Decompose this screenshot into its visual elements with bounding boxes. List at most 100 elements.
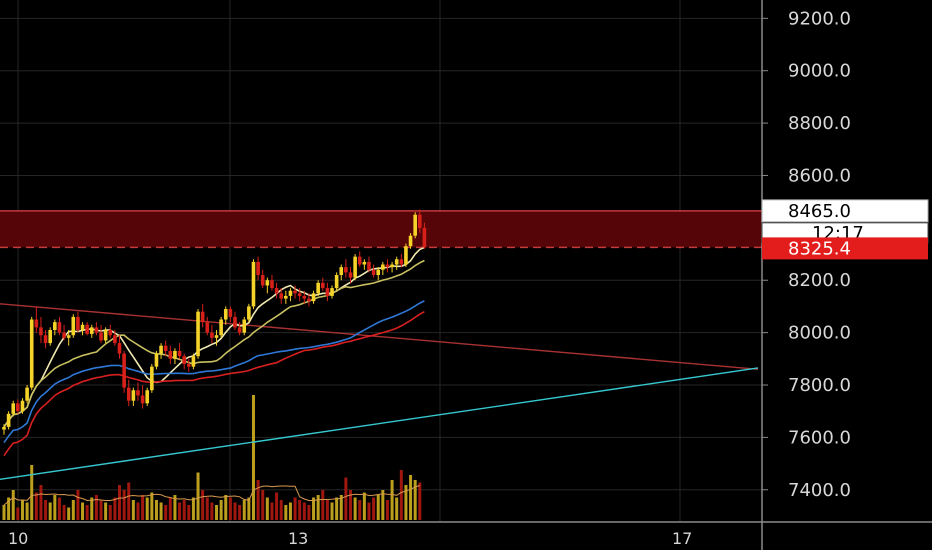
candle[interactable] bbox=[71, 314, 76, 338]
candle[interactable] bbox=[43, 330, 48, 349]
candle[interactable] bbox=[154, 350, 159, 370]
candle[interactable] bbox=[103, 327, 108, 344]
candle[interactable] bbox=[251, 259, 256, 310]
candle[interactable] bbox=[408, 233, 413, 249]
candle[interactable] bbox=[311, 290, 316, 304]
candle[interactable] bbox=[62, 324, 66, 341]
candle[interactable] bbox=[11, 400, 16, 417]
candle[interactable] bbox=[325, 282, 330, 302]
candle[interactable] bbox=[214, 330, 219, 346]
candle[interactable] bbox=[357, 251, 362, 268]
candle[interactable] bbox=[247, 303, 251, 323]
candle[interactable] bbox=[182, 353, 186, 370]
candle[interactable] bbox=[223, 306, 228, 325]
candle[interactable] bbox=[270, 275, 274, 291]
candle[interactable] bbox=[2, 424, 6, 435]
candle[interactable] bbox=[279, 288, 283, 304]
candle[interactable] bbox=[94, 322, 99, 336]
candle[interactable] bbox=[57, 316, 62, 336]
candle[interactable] bbox=[293, 285, 297, 299]
candle[interactable] bbox=[126, 379, 131, 406]
candle[interactable] bbox=[284, 290, 288, 304]
candle[interactable] bbox=[20, 398, 25, 414]
candle[interactable] bbox=[108, 324, 113, 338]
candle[interactable] bbox=[34, 306, 39, 333]
volume-bar bbox=[34, 492, 38, 520]
candle[interactable] bbox=[113, 330, 117, 346]
candle[interactable] bbox=[265, 277, 270, 294]
candle[interactable] bbox=[399, 254, 404, 268]
candle[interactable] bbox=[140, 385, 145, 409]
candle[interactable] bbox=[233, 311, 237, 330]
candle[interactable] bbox=[29, 316, 34, 391]
candle[interactable] bbox=[228, 306, 233, 323]
candle[interactable] bbox=[196, 309, 200, 359]
candle[interactable] bbox=[288, 288, 293, 302]
y-tick-label: 8000.0 bbox=[788, 323, 851, 344]
candle[interactable] bbox=[353, 254, 357, 281]
volume-bar bbox=[261, 490, 265, 520]
candle[interactable] bbox=[25, 385, 29, 404]
candle[interactable] bbox=[205, 316, 210, 336]
candle[interactable] bbox=[418, 209, 422, 234]
candle[interactable] bbox=[334, 272, 339, 291]
candle[interactable] bbox=[394, 256, 399, 270]
candle[interactable] bbox=[187, 358, 191, 372]
candle[interactable] bbox=[362, 259, 367, 270]
candle[interactable] bbox=[89, 324, 94, 338]
candle[interactable] bbox=[348, 267, 353, 283]
candle[interactable] bbox=[297, 288, 302, 302]
candle[interactable] bbox=[53, 319, 57, 336]
candle[interactable] bbox=[159, 343, 163, 359]
candle[interactable] bbox=[320, 277, 325, 291]
candle[interactable] bbox=[85, 322, 89, 336]
candle[interactable] bbox=[122, 350, 126, 393]
candle[interactable] bbox=[39, 316, 43, 344]
candle[interactable] bbox=[177, 343, 182, 359]
candle[interactable] bbox=[99, 324, 103, 344]
candle[interactable] bbox=[242, 316, 247, 336]
candle[interactable] bbox=[16, 399, 20, 414]
candle[interactable] bbox=[80, 322, 85, 336]
candle[interactable] bbox=[145, 387, 150, 406]
candle[interactable] bbox=[260, 269, 265, 289]
candle[interactable] bbox=[422, 222, 427, 249]
candle[interactable] bbox=[136, 382, 140, 401]
candle[interactable] bbox=[76, 311, 80, 333]
candle[interactable] bbox=[339, 264, 344, 281]
candle[interactable] bbox=[307, 293, 311, 307]
candle[interactable] bbox=[385, 259, 390, 273]
candle[interactable] bbox=[371, 264, 376, 278]
candle[interactable] bbox=[367, 256, 371, 273]
candle[interactable] bbox=[210, 324, 214, 344]
candle[interactable] bbox=[48, 327, 52, 346]
candle[interactable] bbox=[256, 256, 260, 281]
candle[interactable] bbox=[381, 261, 385, 275]
candle[interactable] bbox=[237, 322, 242, 336]
candle[interactable] bbox=[390, 261, 394, 273]
candle[interactable] bbox=[404, 243, 408, 268]
candle[interactable] bbox=[200, 303, 205, 328]
candle[interactable] bbox=[219, 316, 223, 338]
candle[interactable] bbox=[6, 411, 11, 430]
candle[interactable] bbox=[316, 280, 320, 296]
candles[interactable] bbox=[2, 209, 427, 435]
candle-body bbox=[140, 395, 145, 404]
candle[interactable] bbox=[413, 212, 417, 239]
candle[interactable] bbox=[117, 335, 122, 359]
candle[interactable] bbox=[168, 345, 173, 365]
candle[interactable] bbox=[150, 364, 154, 393]
candle[interactable] bbox=[330, 285, 334, 299]
candle[interactable] bbox=[302, 290, 307, 304]
candle[interactable] bbox=[376, 267, 381, 281]
candle[interactable] bbox=[344, 259, 348, 278]
candle[interactable] bbox=[191, 353, 196, 370]
candle[interactable] bbox=[163, 340, 168, 357]
candle[interactable] bbox=[274, 282, 279, 299]
candle[interactable] bbox=[131, 387, 136, 406]
candle-body bbox=[29, 319, 34, 388]
candle[interactable] bbox=[66, 330, 71, 346]
candle[interactable] bbox=[173, 348, 177, 365]
